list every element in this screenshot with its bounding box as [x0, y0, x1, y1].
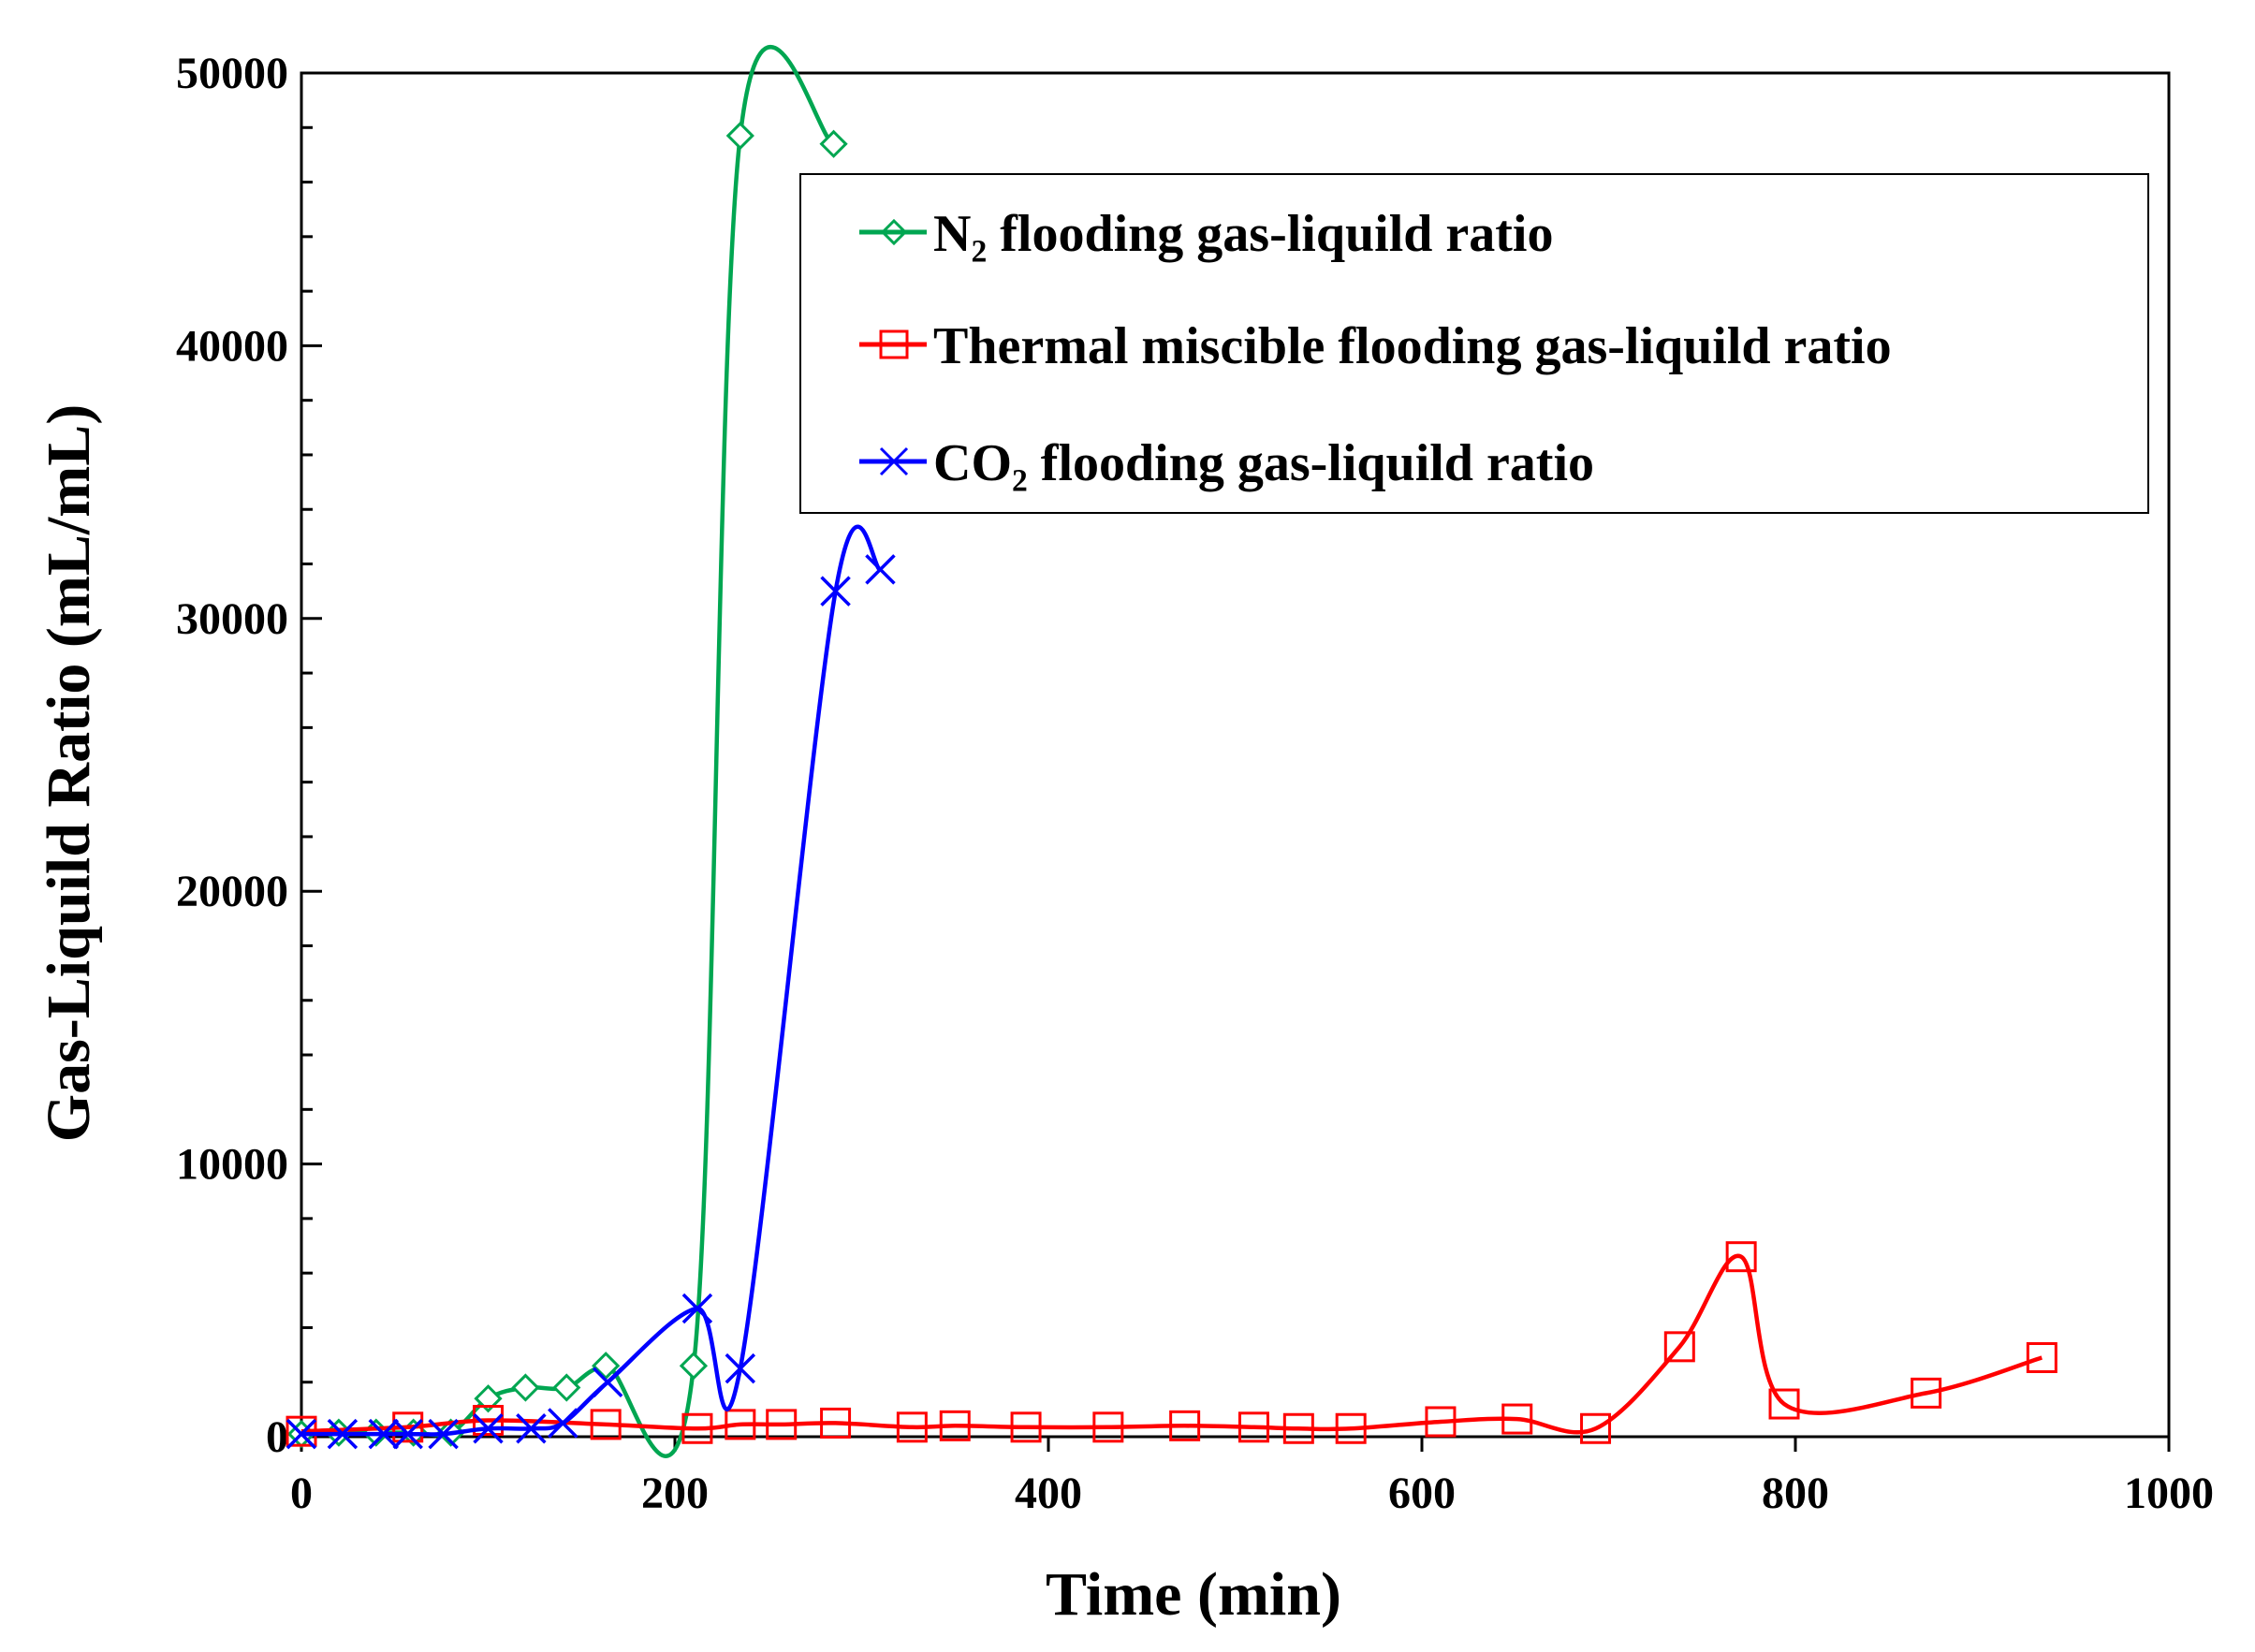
data-point-co2 [473, 1413, 504, 1444]
legend-marker-n2 [880, 218, 908, 246]
data-point-thermal [1335, 1412, 1367, 1444]
legend-item-co2: CO₂ flooding gas-liquild ratio [859, 434, 1594, 492]
legend-item-thermal: Thermal miscible flooding gas-liquild ra… [859, 317, 1892, 375]
data-point-co2 [681, 1293, 713, 1324]
data-point-co2 [820, 576, 851, 607]
data-point-thermal [590, 1409, 622, 1440]
series-thermal [286, 1241, 2057, 1447]
x-tick-label: 800 [1762, 1469, 1829, 1518]
data-point-thermal [1092, 1411, 1124, 1443]
data-point-co2 [516, 1413, 547, 1444]
y-tick-label: 40000 [176, 321, 288, 371]
data-point-n2 [592, 1352, 621, 1381]
y-tick-label: 0 [266, 1412, 288, 1462]
data-point-co2 [548, 1408, 578, 1439]
x-axis-title: Time (min) [1046, 1560, 1341, 1629]
data-point-thermal [820, 1407, 852, 1439]
data-point-thermal [766, 1409, 798, 1440]
data-point-n2 [725, 121, 754, 151]
data-point-thermal [896, 1411, 928, 1443]
data-point-co2 [392, 1418, 423, 1450]
data-point-thermal [1725, 1241, 1757, 1273]
data-point-n2 [552, 1373, 581, 1402]
data-point-co2 [327, 1418, 359, 1450]
data-point-thermal [1282, 1412, 1314, 1444]
data-point-thermal [1663, 1331, 1695, 1363]
data-point-n2 [474, 1384, 503, 1413]
y-axis-title: Gas-Liquild Ratio (mL/mL) [35, 404, 103, 1142]
y-tick-label: 50000 [176, 49, 288, 98]
data-point-thermal [939, 1410, 971, 1441]
legend-item-n2: N₂ flooding gas-liquild ratio [859, 205, 1553, 263]
data-point-co2 [725, 1352, 756, 1384]
data-point-thermal [1010, 1411, 1042, 1443]
data-point-co2 [865, 554, 896, 585]
data-point-co2 [592, 1367, 623, 1397]
data-point-co2 [286, 1418, 317, 1450]
y-tick-label: 20000 [176, 867, 288, 916]
x-tick-label: 200 [641, 1469, 709, 1518]
data-point-thermal [1768, 1388, 1800, 1420]
data-point-n2 [511, 1373, 540, 1402]
legend-label-thermal: Thermal miscible flooding gas-liquild ra… [933, 317, 1892, 375]
legend-marker-co2 [879, 446, 909, 476]
data-point-thermal [1580, 1412, 1612, 1444]
legend-label-n2: N₂ flooding gas-liquild ratio [933, 205, 1553, 263]
legend: N₂ flooding gas-liquild ratio Thermal mi… [799, 173, 2149, 514]
data-point-thermal [1169, 1410, 1201, 1441]
data-point-thermal [1501, 1403, 1533, 1435]
y-tick-label: 10000 [176, 1140, 288, 1190]
legend-box [799, 173, 2149, 514]
plot-frame [300, 71, 2171, 1439]
data-point-co2 [368, 1418, 400, 1450]
x-tick-label: 0 [290, 1469, 313, 1518]
x-tick-label: 400 [1015, 1469, 1082, 1518]
plot-area: 0 10000 20000 30000 40000 50000 0 200 400 600 800 1… [176, 45, 2214, 1518]
data-point-thermal [725, 1409, 756, 1440]
data-point-n2 [819, 129, 848, 158]
data-point-n2 [679, 1352, 709, 1381]
data-point-thermal [286, 1415, 317, 1447]
y-tick-label: 30000 [176, 594, 288, 644]
data-point-thermal [1425, 1406, 1457, 1438]
data-point-thermal [681, 1412, 713, 1444]
legend-label-co2: CO₂ flooding gas-liquild ratio [933, 434, 1594, 492]
data-point-thermal [473, 1405, 504, 1437]
data-point-thermal [1911, 1377, 1942, 1409]
x-tick-label: 1000 [2124, 1469, 2214, 1518]
x-tick-label: 600 [1388, 1469, 1456, 1518]
data-point-thermal [392, 1411, 424, 1443]
series-co2 [286, 524, 896, 1450]
data-point-co2 [428, 1418, 459, 1450]
data-point-thermal [1237, 1411, 1269, 1443]
legend-marker-thermal [879, 329, 909, 359]
data-point-thermal [2026, 1341, 2057, 1373]
series-line-thermal [300, 1253, 2043, 1435]
